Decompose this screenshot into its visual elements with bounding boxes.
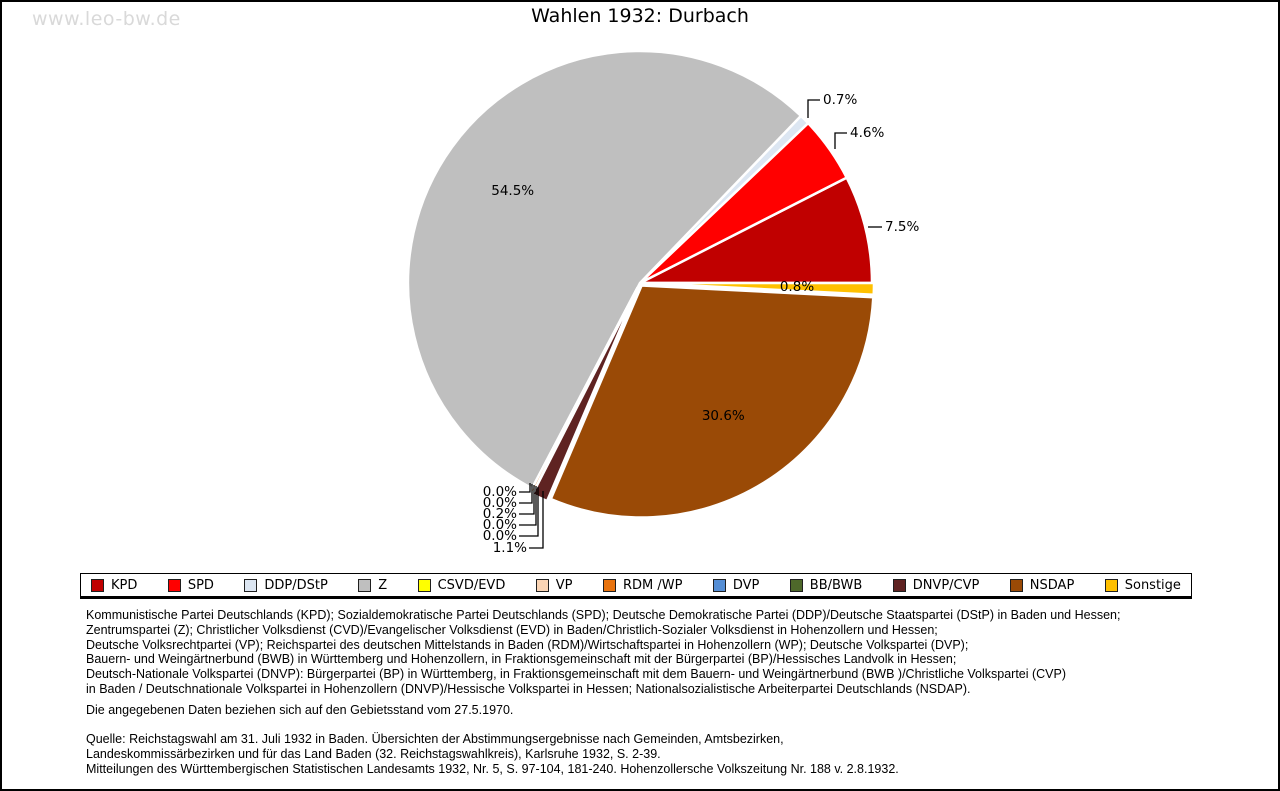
legend-item-dnvp-cvp: DNVP/CVP [892, 577, 980, 593]
legend-label-dnvp-cvp: DNVP/CVP [912, 577, 980, 593]
legend-label-bb-bwb: BB/BWB [809, 577, 863, 593]
legend-swatch-z [358, 578, 372, 592]
label-leader-line-dnvp-cvp [529, 491, 544, 549]
legend-item-kpd: KPD [91, 578, 137, 593]
legend-label-rdm-wp: RDM /WP [622, 577, 683, 593]
slice-value-label-bb-bwb: 0.0% [483, 528, 517, 544]
slice-value-label-z: 54.5% [491, 183, 534, 199]
legend-item-nsdap: NSDAP [1009, 577, 1075, 593]
pie-slice-sonstige [641, 281, 876, 297]
legend-swatch-bb-bwb [789, 578, 803, 592]
slice-value-label-csvd-evd: 0.0% [483, 484, 517, 500]
legend-item-spd: SPD [167, 577, 214, 593]
slice-value-label-dnvp-cvp: 1.1% [493, 540, 527, 556]
legend-item-bb-bwb: BB/BWB [789, 577, 863, 593]
legend-label-nsdap: NSDAP [1029, 577, 1075, 593]
label-leader-line-rdm-wp [519, 485, 535, 515]
slice-value-label-kpd: 7.5% [885, 219, 919, 235]
legend-item-rdm-wp: RDM /WP [602, 577, 683, 593]
chart-title: Wahlen 1932: Durbach [531, 5, 749, 27]
label-leader-line-vp [519, 484, 533, 504]
legend-item-ddp-dstp: DDP/DStP [244, 577, 328, 593]
legend-label-csvd-evd: CSVD/EVD [437, 577, 506, 593]
legend-item-z: Z [358, 578, 387, 593]
legend-swatch-csvd-evd [417, 578, 431, 592]
legend-swatch-spd [167, 578, 181, 592]
legend-label-z: Z [378, 577, 388, 593]
legend-swatch-kpd [91, 578, 104, 592]
legend-item-sonstige: Sonstige [1104, 577, 1181, 593]
legend-swatch-sonstige [1104, 578, 1118, 592]
slice-value-label-nsdap: 30.6% [702, 408, 745, 424]
legend-swatch-dvp [712, 578, 726, 592]
legend-label-spd: SPD [187, 577, 214, 593]
territory-note: Die angegebenen Daten beziehen sich auf … [86, 703, 514, 717]
legend-label-dvp: DVP [732, 577, 760, 593]
label-leader-line-csvd-evd [519, 483, 531, 493]
legend-label-sonstige: Sonstige [1124, 577, 1181, 593]
pie-chart: 7.5%4.6%0.7%54.5%0.0%0.0%0.2%0.0%0.0%1.1… [406, 49, 919, 556]
pie-slice-z [406, 49, 803, 491]
legend-swatch-ddp-dstp [244, 578, 258, 592]
legend-swatch-dnvp-cvp [892, 578, 906, 592]
slice-value-label-vp: 0.0% [483, 495, 517, 511]
legend-item-vp: VP [535, 577, 573, 593]
watermark: www.leo-bw.de [32, 8, 181, 30]
pie-slice-kpd [639, 175, 874, 285]
legend: KPD SPD DDP/DStP Z CSVD/EVD VP RDM /WP DVP BB/BW… [80, 573, 1192, 599]
label-leader-line-spd [834, 132, 847, 149]
party-key-text: Kommunistische Partei Deutschlands (KPD)… [86, 608, 1121, 696]
slice-value-label-rdm-wp: 0.2% [483, 506, 517, 522]
slice-value-label-dvp: 0.0% [483, 517, 517, 533]
legend-label-ddp-dstp: DDP/DStP [264, 577, 328, 593]
legend-label-kpd: KPD [111, 577, 138, 593]
legend-swatch-nsdap [1009, 578, 1023, 592]
source-citation: Quelle: Reichstagswahl am 31. Juli 1932 … [86, 732, 899, 776]
legend-item-csvd-evd: CSVD/EVD [417, 577, 506, 593]
pie-slice-nsdap [549, 284, 875, 519]
legend-label-vp: VP [555, 577, 573, 593]
slice-value-label-sonstige: 0.8% [780, 279, 814, 295]
legend-item-dvp: DVP [712, 577, 760, 593]
label-leader-line-bb-bwb [519, 487, 539, 537]
legend-swatch-vp [535, 578, 549, 592]
legend-swatch-rdm-wp [602, 578, 616, 592]
label-leader-line-ddp-dstp [807, 99, 820, 118]
slice-value-label-ddp-dstp: 0.7% [823, 92, 857, 108]
label-leader-line-dvp [519, 486, 537, 526]
slice-value-label-spd: 4.6% [850, 125, 884, 141]
